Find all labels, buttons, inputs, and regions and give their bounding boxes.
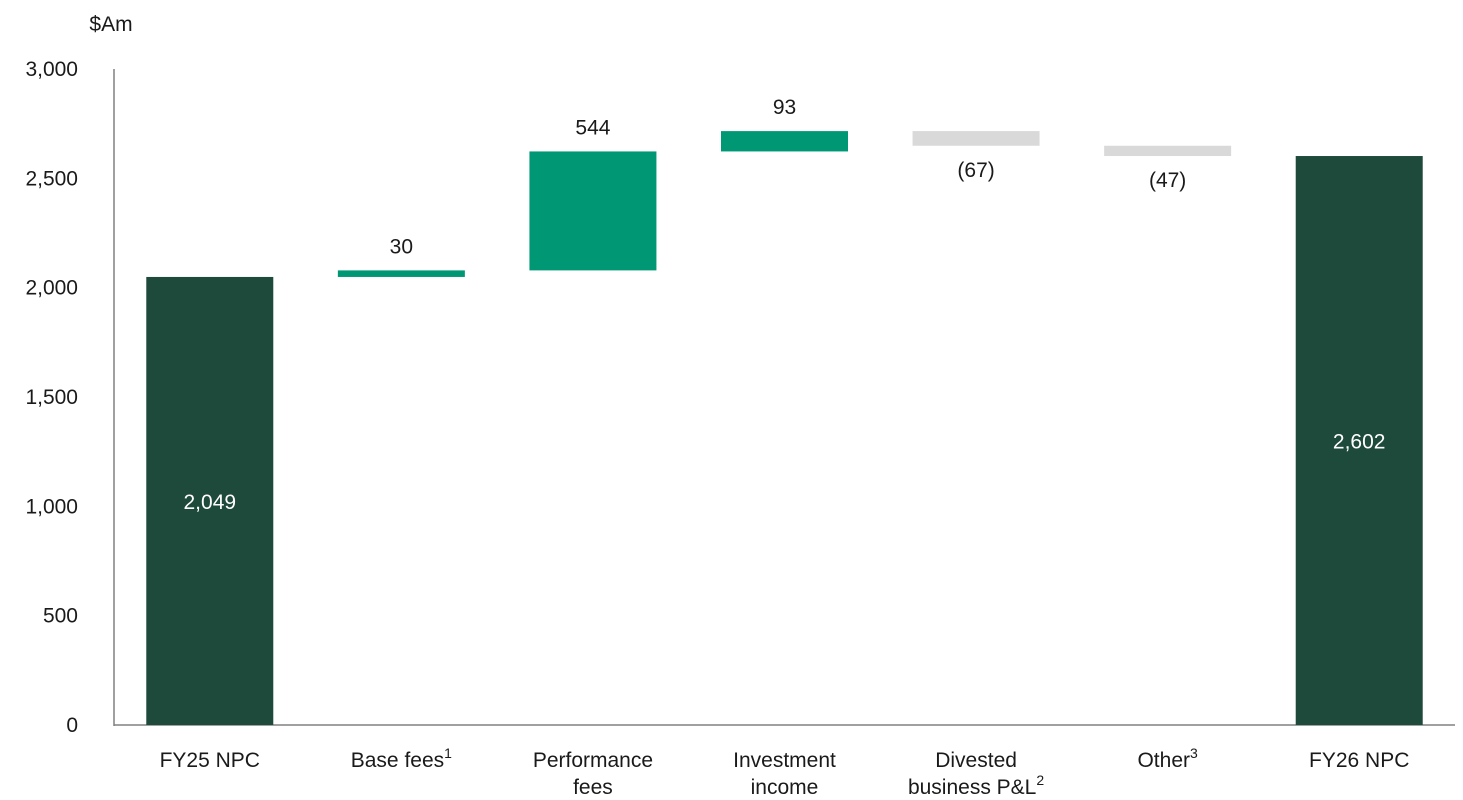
y-tick-label: 0 xyxy=(66,714,78,737)
y-tick-label: 3,000 xyxy=(25,58,78,81)
data-label: (67) xyxy=(957,159,994,182)
y-tick-label: 1,500 xyxy=(25,386,78,409)
y-unit-label: $Am xyxy=(89,13,132,36)
bars xyxy=(146,131,1423,726)
x-category-label: FY26 NPC xyxy=(1309,749,1409,772)
footnote-marker: 3 xyxy=(1190,745,1198,761)
bar-increase xyxy=(529,151,657,271)
bar-total xyxy=(146,276,274,725)
bar-decrease xyxy=(912,131,1040,146)
x-category-label: business P&L2 xyxy=(908,772,1044,799)
x-category-label: FY25 NPC xyxy=(160,749,260,772)
data-label: 544 xyxy=(575,116,610,139)
bar-increase xyxy=(337,270,465,277)
data-label: 2,049 xyxy=(184,491,237,514)
y-tick-label: 2,500 xyxy=(25,167,78,190)
bar-total xyxy=(1295,156,1423,726)
data-label: 30 xyxy=(390,235,413,258)
y-tick-label: 500 xyxy=(43,605,78,628)
data-label: 93 xyxy=(773,96,796,119)
x-category-label: Performance xyxy=(533,749,653,772)
x-category-label: Other3 xyxy=(1137,745,1198,772)
footnote-marker: 1 xyxy=(444,745,452,761)
y-tick-label: 1,000 xyxy=(25,495,78,518)
footnote-marker: 2 xyxy=(1036,772,1044,788)
bar-decrease xyxy=(1104,145,1232,157)
x-category-label: fees xyxy=(573,776,613,799)
data-label: (47) xyxy=(1149,169,1186,192)
labels: 2,049 FY25 NPC 30 Base fees1 544 Performance f… xyxy=(160,96,1410,799)
y-tick-label: 2,000 xyxy=(25,277,78,300)
bar-increase xyxy=(721,131,848,152)
x-category-label: Base fees1 xyxy=(351,745,452,772)
x-category-label: income xyxy=(751,776,819,799)
axes: 0 500 1,000 1,500 2,000 2,500 3,000 $Am xyxy=(25,13,1455,737)
x-category-label: Divested xyxy=(935,749,1017,772)
data-label: 2,602 xyxy=(1333,431,1386,454)
x-category-label: Investment xyxy=(733,749,836,772)
